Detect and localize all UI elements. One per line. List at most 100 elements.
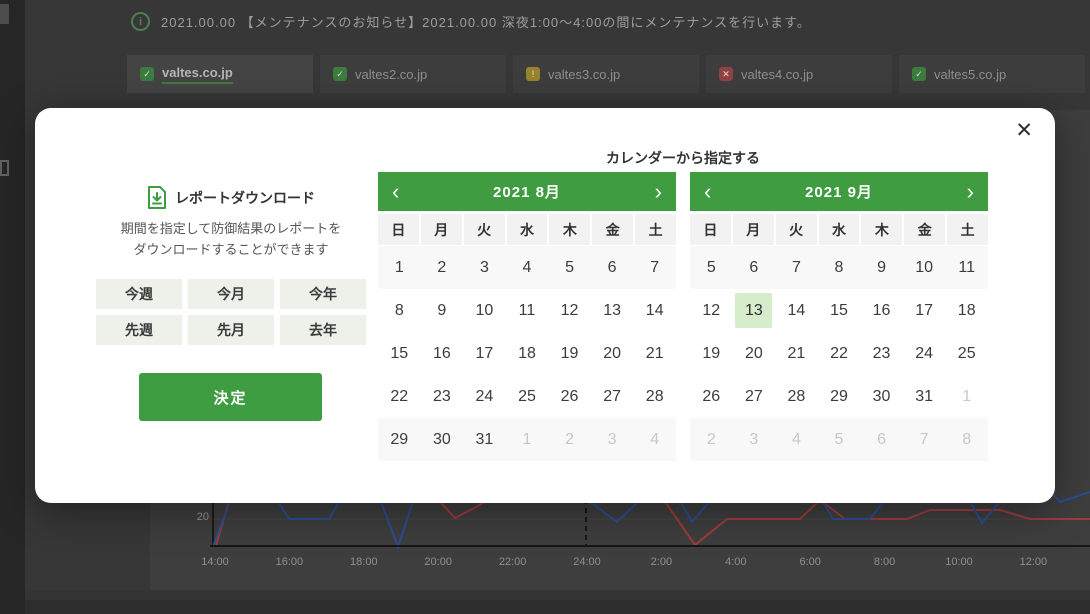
calendar-day[interactable]: 8: [394, 301, 404, 319]
calendar-day[interactable]: 25: [518, 387, 536, 405]
confirm-button[interactable]: 決定: [139, 373, 322, 421]
calendar-day[interactable]: 29: [390, 430, 409, 448]
prev-month-icon[interactable]: ‹: [392, 178, 400, 204]
calendar-day[interactable]: 4: [522, 258, 532, 276]
calendar-day[interactable]: 16: [432, 344, 451, 362]
calendar-day[interactable]: 15: [830, 301, 848, 319]
calendar-day[interactable]: 24: [915, 344, 934, 362]
calendar-day[interactable]: 27: [603, 387, 622, 405]
weekday-label: 水: [506, 214, 548, 245]
sidebar-text-fragment: [0, 4, 9, 24]
calendar-day[interactable]: 11: [958, 258, 975, 276]
quick-range-今年[interactable]: 今年: [280, 279, 366, 309]
tab-valtes3.co.jp[interactable]: ! valtes3.co.jp: [513, 55, 699, 93]
next-month-icon[interactable]: ›: [654, 178, 662, 204]
calendar-day[interactable]: 18: [957, 301, 976, 319]
report-download-description: 期間を指定して防御結果のレポートを ダウンロードすることができます: [120, 221, 342, 257]
quick-range-先週[interactable]: 先週: [96, 315, 182, 345]
weekday-header: 日月火水木金土: [690, 214, 988, 245]
calendar-day[interactable]: 22: [830, 344, 848, 362]
weekday-label: 金: [904, 214, 946, 245]
calendar-day[interactable]: 17: [475, 344, 494, 362]
calendar-day-selected[interactable]: 13: [733, 289, 776, 332]
prev-month-icon[interactable]: ‹: [704, 178, 712, 204]
close-icon[interactable]: ✕: [1015, 119, 1033, 142]
calendar-day[interactable]: 11: [518, 301, 536, 319]
calendar-day[interactable]: 19: [702, 344, 721, 362]
tab-label: valtes.co.jp: [162, 65, 233, 84]
calendar-day[interactable]: 18: [518, 344, 536, 362]
weekday-label: 月: [420, 214, 462, 245]
calendar-day[interactable]: 7: [919, 430, 929, 448]
tab-valtes5.co.jp[interactable]: ✓ valtes5.co.jp: [899, 55, 1085, 93]
quick-range-去年[interactable]: 去年: [280, 315, 366, 345]
calendar-day[interactable]: 5: [565, 258, 575, 276]
calendar-day[interactable]: 3: [749, 430, 759, 448]
tab-valtes4.co.jp[interactable]: ✕ valtes4.co.jp: [706, 55, 892, 93]
calendar-day[interactable]: 16: [872, 301, 891, 319]
calendar-day[interactable]: 15: [390, 344, 409, 362]
calendar-day[interactable]: 13: [603, 301, 622, 319]
calendar-day[interactable]: 2: [706, 430, 716, 448]
calendar-day[interactable]: 7: [650, 258, 660, 276]
calendar-day[interactable]: 6: [877, 430, 887, 448]
calendar-day[interactable]: 12: [702, 301, 721, 319]
calendar-day[interactable]: 12: [560, 301, 579, 319]
calendar-day[interactable]: 19: [560, 344, 579, 362]
calendar-day[interactable]: 4: [791, 430, 801, 448]
report-download-dialog: ✕ カレンダーから指定する レポートダウンロード 期間を指定して防御結果のレポー…: [35, 108, 1055, 503]
calendar-day[interactable]: 29: [830, 387, 848, 405]
tab-valtes2.co.jp[interactable]: ✓ valtes2.co.jp: [320, 55, 506, 93]
calendar-day[interactable]: 10: [915, 258, 934, 276]
calendar-day[interactable]: 8: [834, 258, 844, 276]
quick-range-先月[interactable]: 先月: [188, 315, 274, 345]
calendar-day[interactable]: 26: [560, 387, 579, 405]
calendar-month-title: 2021 8月: [493, 184, 561, 201]
calendar-day[interactable]: 30: [872, 387, 891, 405]
calendar-day[interactable]: 20: [603, 344, 622, 362]
calendar-day[interactable]: 5: [706, 258, 716, 276]
calendar-day[interactable]: 2: [437, 258, 447, 276]
calendar-day[interactable]: 24: [475, 387, 494, 405]
calendar-day[interactable]: 14: [787, 301, 806, 319]
calendar-day[interactable]: 3: [607, 430, 617, 448]
calendar-day[interactable]: 2: [565, 430, 575, 448]
calendar-day[interactable]: 31: [475, 430, 494, 448]
calendar-day[interactable]: 9: [437, 301, 447, 319]
calendar-day[interactable]: 6: [749, 258, 759, 276]
tab-valtes.co.jp[interactable]: ✓ valtes.co.jp: [127, 55, 313, 93]
quick-range-今月[interactable]: 今月: [188, 279, 274, 309]
calendar-day[interactable]: 31: [915, 387, 934, 405]
calendar-day[interactable]: 23: [432, 387, 451, 405]
calendar-day[interactable]: 28: [787, 387, 806, 405]
calendar-day[interactable]: 23: [872, 344, 891, 362]
weekday-label: 日: [378, 214, 419, 245]
calendar-day[interactable]: 6: [607, 258, 617, 276]
calendar-day[interactable]: 14: [645, 301, 664, 319]
calendar-day[interactable]: 8: [962, 430, 972, 448]
calendar-day[interactable]: 20: [744, 344, 763, 362]
calendar-day[interactable]: 26: [702, 387, 721, 405]
calendar-day[interactable]: 21: [645, 344, 664, 362]
next-month-icon[interactable]: ›: [966, 178, 974, 204]
calendar-day[interactable]: 28: [645, 387, 664, 405]
calendar-day[interactable]: 30: [432, 430, 451, 448]
calendar-day[interactable]: 27: [744, 387, 763, 405]
calendar-day[interactable]: 5: [834, 430, 844, 448]
calendar-day[interactable]: 1: [522, 430, 532, 448]
calendar-days: 5 6 7 8 9 10 11 12 13 14 15 16 17 18 19 20 21 22 23 24 25 26 2…: [690, 246, 988, 461]
calendar-day[interactable]: 1: [962, 387, 972, 405]
calendar-day[interactable]: 3: [479, 258, 489, 276]
calendar-day[interactable]: 4: [650, 430, 660, 448]
quick-range-今週[interactable]: 今週: [96, 279, 182, 309]
calendar-day[interactable]: 25: [957, 344, 976, 362]
x-axis-tick: 6:00: [799, 556, 821, 568]
calendar-day[interactable]: 17: [915, 301, 934, 319]
calendar-day[interactable]: 10: [475, 301, 494, 319]
calendar-day[interactable]: 1: [394, 258, 404, 276]
x-axis-tick: 12:00: [1019, 556, 1048, 568]
calendar-day[interactable]: 7: [791, 258, 801, 276]
calendar-day[interactable]: 22: [390, 387, 409, 405]
calendar-day[interactable]: 21: [787, 344, 806, 362]
calendar-day[interactable]: 9: [877, 258, 887, 276]
